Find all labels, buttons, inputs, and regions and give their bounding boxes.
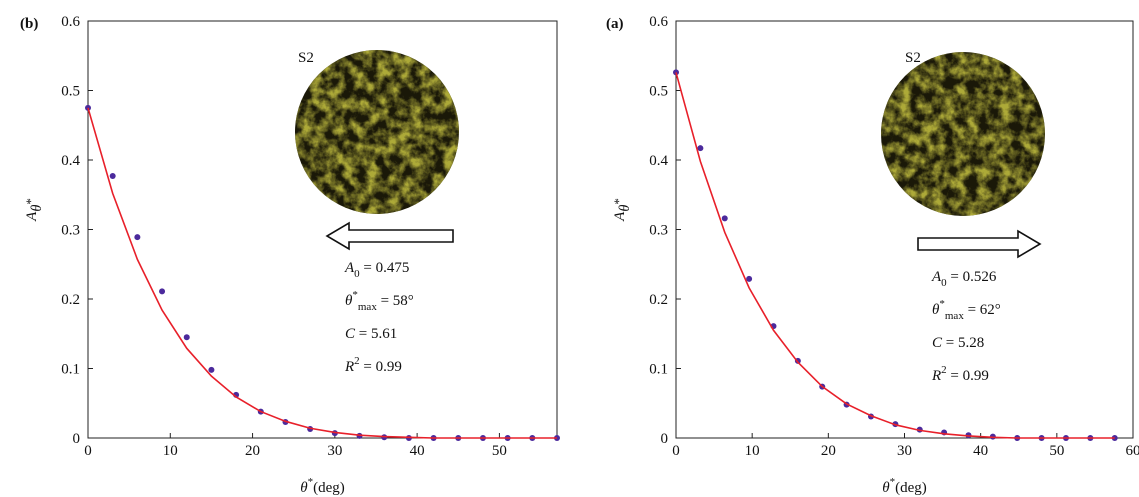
- fit-annotation-part: 2: [941, 364, 947, 376]
- y-axis-label: Aθ*: [23, 198, 45, 222]
- y-tick-label: 0.4: [61, 153, 80, 169]
- x-axis-label-part: *: [890, 476, 896, 488]
- fit-annotation-part: 0: [941, 277, 947, 289]
- y-axis-label-part: θ: [617, 205, 633, 212]
- fit-annotation: A0 = 0.475: [344, 260, 409, 280]
- x-tick-label: 40: [410, 443, 425, 459]
- y-axis-label: Aθ*: [611, 198, 633, 222]
- data-point: [85, 104, 91, 111]
- y-axis-label-part: *: [611, 198, 626, 205]
- y-tick-label: 0.6: [649, 14, 668, 30]
- y-axis-label-part: *: [23, 198, 38, 205]
- direction-arrow: [325, 221, 454, 251]
- fit-annotation-part: = 62°: [964, 302, 1001, 318]
- fit-annotation-part: C: [345, 326, 356, 342]
- y-tick-label: 0.3: [61, 223, 80, 239]
- data-point: [134, 234, 141, 241]
- y-axis-label-part: θ: [29, 205, 45, 212]
- x-tick-label: 50: [1049, 443, 1064, 459]
- x-tick-label: 0: [84, 443, 92, 459]
- x-tick-label: 10: [163, 443, 178, 459]
- fit-annotation-part: 0: [354, 268, 360, 280]
- fit-annotation-part: = 5.61: [355, 326, 397, 342]
- x-tick-label: 20: [245, 443, 260, 459]
- x-tick-label: 50: [492, 443, 507, 459]
- y-tick-label: 0.2: [61, 292, 80, 308]
- x-tick-label: 20: [821, 443, 836, 459]
- x-axis-label-part: (deg): [313, 480, 345, 496]
- fit-annotation-part: θ: [345, 293, 353, 309]
- fit-annotation: θ*max = 62°: [932, 298, 1001, 322]
- surface-image: [295, 50, 459, 214]
- fit-annotation: C = 5.28: [932, 335, 984, 351]
- fit-annotation-part: = 0.99: [360, 359, 402, 375]
- fit-annotation: A0 = 0.526: [931, 269, 997, 289]
- y-tick-label: 0: [661, 431, 669, 447]
- data-point: [721, 215, 728, 222]
- panel-label: (b): [20, 16, 38, 32]
- fit-annotation-part: = 5.28: [942, 335, 984, 351]
- fit-annotation-part: max: [945, 310, 964, 322]
- data-point: [746, 275, 753, 282]
- fit-annotation-part: = 0.99: [947, 368, 989, 384]
- fit-annotation-part: = 58°: [377, 293, 414, 309]
- y-axis-label-part: A: [24, 211, 40, 222]
- direction-arrow: [917, 229, 1042, 259]
- inset-label: S2: [298, 50, 314, 66]
- inset-label: S2: [905, 50, 921, 66]
- fit-annotation-part: θ: [932, 302, 940, 318]
- fit-annotation-part: = 0.526: [947, 269, 997, 285]
- fit-annotation: C = 5.61: [345, 326, 397, 342]
- x-tick-label: 30: [897, 443, 912, 459]
- y-tick-label: 0.1: [61, 362, 80, 378]
- fit-annotation: θ*max = 58°: [345, 289, 414, 313]
- y-tick-label: 0.4: [649, 153, 668, 169]
- x-axis-label: θ*(deg): [882, 476, 927, 496]
- y-axis-label-part: A: [612, 211, 628, 222]
- fit-annotation-part: R: [344, 359, 354, 375]
- fit-curve: [675, 72, 1115, 439]
- x-tick-label: 0: [672, 443, 680, 459]
- y-tick-label: 0.6: [61, 14, 80, 30]
- x-axis-label-part: *: [308, 476, 314, 488]
- fit-annotation-part: *: [939, 298, 945, 310]
- y-tick-label: 0.2: [649, 292, 668, 308]
- x-axis-label: θ*(deg): [300, 476, 345, 496]
- fit-annotation-part: R: [931, 368, 941, 384]
- data-point: [159, 288, 166, 295]
- fit-curve: [87, 107, 557, 439]
- x-axis-label-part: (deg): [895, 480, 927, 496]
- x-tick-label: 10: [745, 443, 760, 459]
- fit-annotation-part: = 0.475: [360, 260, 410, 276]
- fit-annotation-part: 2: [354, 355, 360, 367]
- surface-image: [881, 52, 1045, 216]
- x-axis-label-part: θ: [300, 480, 308, 496]
- fit-annotation-part: *: [352, 289, 358, 301]
- x-tick-label: 40: [973, 443, 988, 459]
- fit-annotation: R2 = 0.99: [344, 355, 402, 375]
- y-tick-label: 0: [73, 431, 81, 447]
- y-tick-label: 0.1: [649, 362, 668, 378]
- y-tick-label: 0.5: [61, 84, 80, 100]
- data-point: [183, 334, 190, 341]
- data-point: [208, 366, 215, 373]
- x-axis-label-part: θ: [882, 480, 890, 496]
- panel-label: (a): [606, 16, 624, 32]
- y-tick-label: 0.3: [649, 223, 668, 239]
- data-point: [697, 145, 704, 152]
- fit-annotation-part: A: [931, 269, 942, 285]
- fit-annotation-part: A: [344, 260, 355, 276]
- fit-annotation-part: C: [932, 335, 943, 351]
- fit-annotation-part: max: [358, 301, 377, 313]
- data-point: [109, 172, 116, 179]
- x-tick-label: 60: [1126, 443, 1139, 459]
- fit-annotation: R2 = 0.99: [931, 364, 989, 384]
- x-tick-label: 30: [327, 443, 342, 459]
- y-tick-label: 0.5: [649, 84, 668, 100]
